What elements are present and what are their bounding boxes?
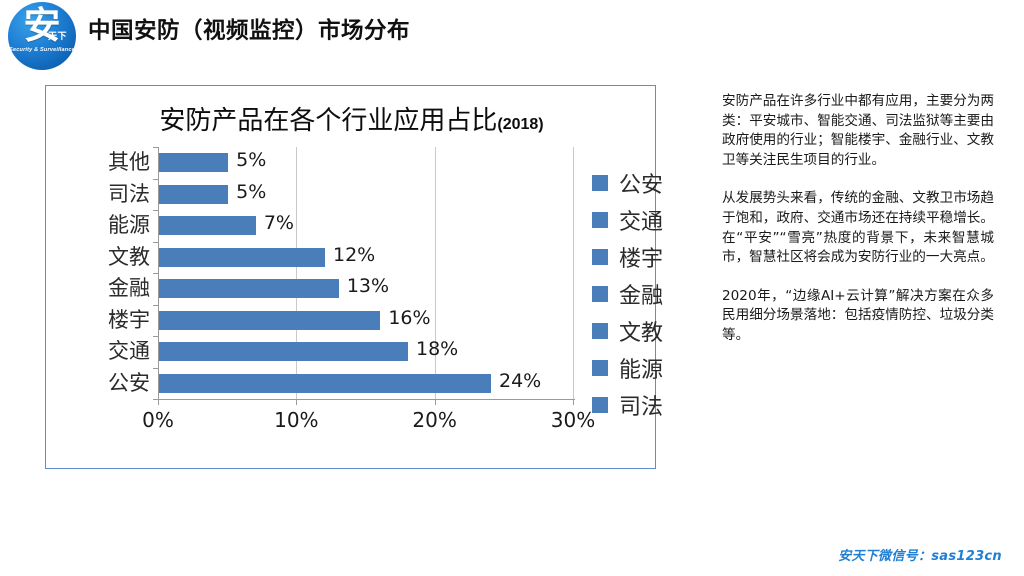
chart-bar[interactable] bbox=[159, 216, 256, 235]
chart-bar[interactable] bbox=[159, 373, 491, 393]
y-axis-tick bbox=[153, 178, 158, 180]
legend-swatch-icon bbox=[592, 285, 608, 302]
chart-bars: 5% 5% 7% 12% 13% 16% 18% 24% bbox=[159, 147, 574, 399]
chart-title: 安防产品在各个行业应用占比(2018) bbox=[46, 100, 657, 137]
legend-swatch-icon bbox=[592, 396, 608, 413]
chart-legend-item[interactable]: 楼宇 bbox=[592, 238, 702, 275]
chart-bar-row[interactable]: 5% bbox=[159, 147, 574, 179]
y-axis-category-label: 其他 bbox=[108, 150, 150, 174]
chart-bar[interactable] bbox=[159, 153, 229, 172]
x-axis-tick bbox=[434, 399, 436, 405]
chart-bar-row[interactable]: 12% bbox=[159, 242, 574, 274]
chart-gridline bbox=[296, 147, 298, 399]
chart-bar-row[interactable]: 16% bbox=[159, 305, 574, 337]
y-axis-category-label: 能源 bbox=[108, 213, 150, 237]
y-axis-category-label: 公安 bbox=[108, 370, 150, 395]
slide-header: 安 天下 Security & Surveillance 中国安防（视频监控）市… bbox=[0, 0, 1024, 78]
x-axis-tick bbox=[296, 399, 298, 405]
x-axis-tick-labels: 0% 10% 20% 30% bbox=[142, 408, 595, 436]
chart-bar-row[interactable]: 13% bbox=[159, 273, 574, 305]
note-paragraph: 安防产品在许多行业中都有应用，主要分为两类：平安城市、智能交通、司法监狱等主要由… bbox=[722, 93, 994, 168]
y-axis-category-label: 金融 bbox=[108, 276, 150, 300]
chart-card: 安防产品在各个行业应用占比(2018) 其他 司法 能源 文教 金融 楼宇 交通 公安 5% 5… bbox=[45, 85, 663, 469]
x-axis-tick-label: 20% bbox=[412, 408, 457, 432]
x-axis-tick bbox=[158, 399, 159, 405]
brand-logo-icon: 安 天下 Security & Surveillance bbox=[8, 2, 76, 70]
chart-bar-value-label: 7% bbox=[263, 212, 294, 234]
chart-legend: 公安交通楼宇金融文教能源司法 bbox=[592, 164, 702, 423]
y-axis-category-labels: 其他司法能源文教金融楼宇交通公安 bbox=[79, 147, 158, 399]
footer-watermark: 安天下微信号：sas123cn bbox=[838, 549, 1002, 564]
chart-bar-row[interactable]: 5% bbox=[159, 179, 574, 211]
note-paragraph: 从发展势头来看，传统的金融、文教卫市场趋于饱和，政府、交通市场还在持续平稳增长。… bbox=[722, 190, 994, 266]
chart-title-text: 安防产品在各个行业应用占比 bbox=[159, 106, 498, 136]
y-axis-tick bbox=[153, 210, 158, 211]
legend-item-label: 交通 bbox=[619, 209, 664, 235]
chart-bar[interactable] bbox=[159, 247, 325, 267]
chart-bar-value-label: 13% bbox=[346, 275, 390, 297]
y-axis-tick bbox=[153, 273, 158, 274]
legend-item-label: 司法 bbox=[619, 394, 664, 420]
chart-gridline bbox=[434, 147, 436, 399]
x-axis-tick-label: 30% bbox=[550, 408, 596, 432]
x-axis-tick-label: 10% bbox=[274, 408, 319, 432]
chart-bar-value-label: 16% bbox=[388, 306, 431, 329]
legend-item-label: 金融 bbox=[619, 283, 664, 309]
chart-legend-item[interactable]: 公安 bbox=[592, 164, 702, 201]
y-axis-tick bbox=[153, 304, 158, 306]
chart-legend-item[interactable]: 司法 bbox=[592, 386, 702, 423]
x-axis-line bbox=[158, 399, 575, 405]
legend-swatch-icon bbox=[592, 359, 608, 376]
chart-bar-row[interactable]: 7% bbox=[159, 210, 574, 242]
legend-swatch-icon bbox=[592, 174, 608, 191]
legend-item-label: 公安 bbox=[619, 172, 664, 198]
chart-bar[interactable] bbox=[159, 310, 381, 330]
chart-bar-value-label: 5% bbox=[236, 149, 267, 171]
y-axis-tick bbox=[153, 399, 158, 400]
chart-bar-value-label: 24% bbox=[499, 369, 542, 392]
chart-bar-value-label: 18% bbox=[416, 338, 459, 360]
chart-legend-item[interactable]: 金融 bbox=[592, 275, 702, 312]
y-axis-category-label: 司法 bbox=[108, 181, 150, 206]
chart-title-year: (2018) bbox=[497, 116, 544, 133]
chart-bar-value-label: 12% bbox=[333, 243, 376, 266]
chart-plot-area: 其他司法能源文教金融楼宇交通公安 5% 5% 7% 12% 13% 16% 18% 24% 0… bbox=[79, 147, 595, 432]
y-axis-category-label: 交通 bbox=[108, 339, 150, 363]
notes-panel: 安防产品在许多行业中都有应用，主要分为两类：平安城市、智能交通、司法监狱等主要由… bbox=[722, 92, 994, 365]
note-paragraph: 2020年，“边缘AI+云计算”解决方案在众多民用细分场景落地：包括疫情防控、垃… bbox=[722, 287, 994, 343]
chart-axis-area: 5% 5% 7% 12% 13% 16% 18% 24% bbox=[153, 147, 574, 400]
legend-swatch-icon bbox=[592, 322, 608, 339]
y-axis-category-label: 楼宇 bbox=[108, 307, 150, 332]
legend-swatch-icon bbox=[592, 211, 608, 228]
chart-bar[interactable] bbox=[159, 342, 408, 361]
legend-swatch-icon bbox=[592, 248, 608, 265]
chart-bar-row[interactable]: 24% bbox=[159, 368, 574, 400]
x-axis-tick bbox=[573, 399, 574, 405]
legend-item-label: 文教 bbox=[619, 320, 664, 346]
chart-gridline bbox=[573, 147, 574, 399]
x-axis-tick-label: 0% bbox=[142, 408, 174, 432]
chart-legend-item[interactable]: 能源 bbox=[592, 349, 702, 386]
y-axis-tick bbox=[153, 336, 158, 337]
y-axis-tick bbox=[153, 367, 158, 369]
legend-item-label: 楼宇 bbox=[619, 246, 664, 272]
chart-legend-item[interactable]: 文教 bbox=[592, 312, 702, 349]
logo-sub-char: 天下 bbox=[47, 32, 67, 42]
chart-legend-item[interactable]: 交通 bbox=[592, 201, 702, 238]
chart-bar[interactable] bbox=[159, 279, 339, 298]
y-axis-category-label: 文教 bbox=[108, 244, 150, 269]
y-axis-tick bbox=[153, 147, 158, 148]
page-title: 中国安防（视频监控）市场分布 bbox=[88, 18, 411, 44]
logo-main-char: 安 bbox=[23, 4, 61, 47]
chart-bar[interactable] bbox=[159, 184, 229, 204]
chart-bar-value-label: 5% bbox=[236, 180, 267, 203]
logo-english-text: Security & Surveillance bbox=[9, 47, 75, 53]
chart-bar-row[interactable]: 18% bbox=[159, 336, 574, 368]
y-axis-line bbox=[158, 147, 159, 399]
legend-item-label: 能源 bbox=[619, 357, 664, 383]
y-axis-tick bbox=[153, 241, 158, 243]
